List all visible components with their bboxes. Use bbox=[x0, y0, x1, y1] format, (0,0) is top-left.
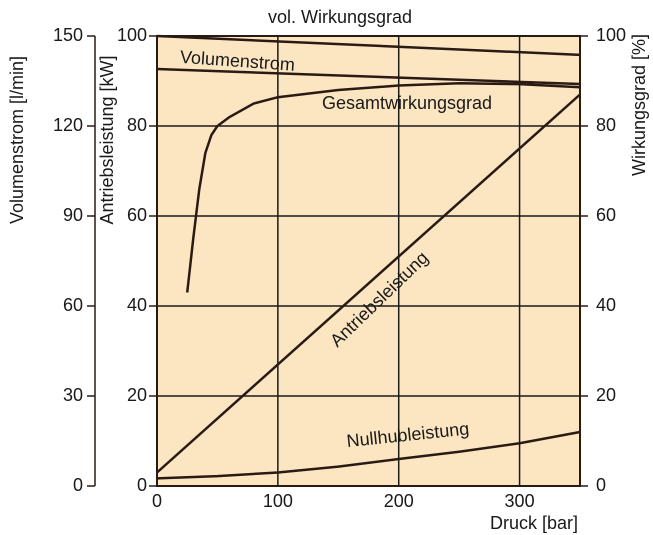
x-tick-label: 100 bbox=[263, 491, 293, 511]
y3-tick-label: 90 bbox=[63, 205, 83, 225]
series-line bbox=[156, 430, 581, 480]
y2-tick-label: 0 bbox=[596, 475, 606, 495]
y-tick-label: 0 bbox=[137, 475, 147, 495]
y3-tick-label: 30 bbox=[63, 385, 83, 405]
y2-tick-label: 80 bbox=[596, 115, 616, 135]
y-tick-label: 20 bbox=[127, 385, 147, 405]
y-tick-label: 40 bbox=[127, 295, 147, 315]
y2-tick-label: 60 bbox=[596, 205, 616, 225]
y-tick-label: 80 bbox=[127, 115, 147, 135]
y3-axis-title: Volumenstrom [l/min] bbox=[7, 56, 27, 224]
series-line bbox=[185, 81, 581, 293]
x-axis-title: Druck [bar] bbox=[490, 513, 578, 533]
series-line bbox=[156, 93, 581, 474]
y-tick-label: 100 bbox=[117, 25, 147, 45]
y-axis-title: Antriebsleistung [kW] bbox=[97, 55, 117, 224]
x-tick-label: 0 bbox=[152, 491, 162, 511]
y3-tick-label: 150 bbox=[53, 25, 83, 45]
y2-tick-label: 20 bbox=[596, 385, 616, 405]
plot-frame bbox=[156, 35, 581, 487]
series-line bbox=[156, 67, 581, 86]
series-label: Gesamtwirkungsgrad bbox=[322, 93, 492, 113]
series-label: vol. Wirkungsgrad bbox=[268, 7, 412, 27]
y2-axis-title: Wirkungsgrad [%] bbox=[629, 34, 649, 176]
series-line bbox=[156, 34, 581, 57]
y2-tick-label: 40 bbox=[596, 295, 616, 315]
x-tick-label: 300 bbox=[505, 491, 535, 511]
y3-tick-label: 120 bbox=[53, 115, 83, 135]
y3-tick-label: 0 bbox=[73, 475, 83, 495]
y3-tick-label: 60 bbox=[63, 295, 83, 315]
y2-tick-label: 100 bbox=[596, 25, 626, 45]
y-tick-label: 60 bbox=[127, 205, 147, 225]
x-tick-label: 200 bbox=[384, 491, 414, 511]
